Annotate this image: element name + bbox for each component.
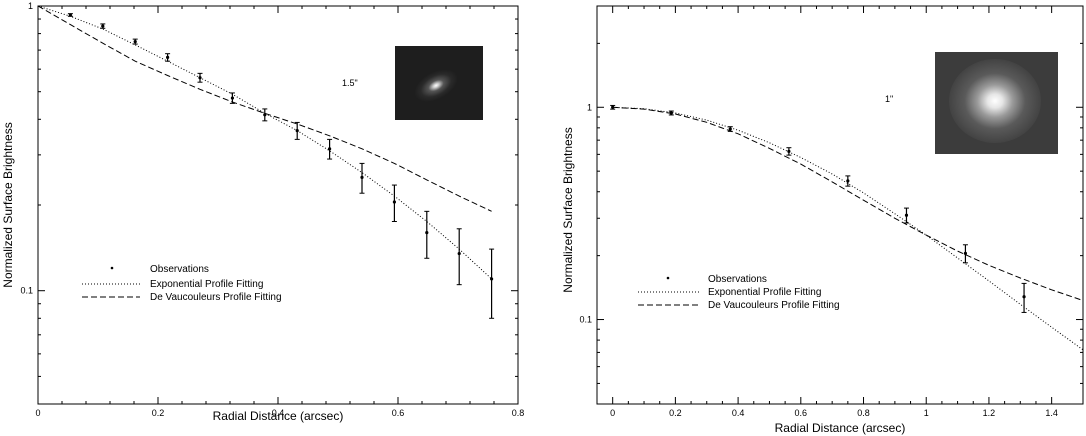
left-chart: 0 0.2 0.4 0.6 0.8 0.11 Radial Distance (arcs… [1,1,524,423]
observation-point [490,277,494,281]
observation-point [425,230,429,235]
x-tick-label: 0 [35,408,40,418]
plot-frame [596,5,1084,405]
observation-point [230,96,234,100]
inset-scale-label: 1.5" [342,78,358,88]
x-tick-label: 0.4 [272,408,285,418]
legend-label: Observations [150,264,209,275]
legend-label: Exponential Profile Fitting [708,287,821,298]
right-chart: 0 0.2 0.4 0.6 0.8 1 1.2 1.4 0.11 Radial Distanc… [561,5,1084,435]
x-tick-label: 0.6 [392,408,405,418]
observation-point [360,175,364,180]
legend: Observations Exponential Profile Fitting… [82,264,282,303]
galaxy-inset-image [935,52,1058,154]
y-axis: 0.11 [579,5,1083,405]
observation-point [1022,295,1026,299]
x-tick-label: 0.8 [512,408,525,418]
observation-point [611,105,615,109]
y-tick-label: 0.1 [579,315,592,325]
x-axis: 0 0.2 0.4 0.6 0.8 [35,6,524,418]
x-tick-label: 0.8 [857,408,870,418]
x-tick-label: 1.4 [1045,408,1058,418]
galaxy-inset-image [395,46,483,120]
exponential-fit-line [37,5,492,280]
observation-point [392,200,396,204]
series-layer [37,5,495,319]
observation-point [328,147,332,151]
x-tick-label: 0.4 [732,408,745,418]
legend-item-observations: Observations [110,264,209,275]
series-layer [610,104,1084,351]
x-tick-label: 0.6 [795,408,808,418]
y-tick-label: 1 [28,1,33,11]
legend-label: Exponential Profile Fitting [150,279,263,290]
x-tick-label: 0.2 [669,408,682,418]
legend: Observations Exponential Profile Fitting… [638,274,840,311]
y-tick-label: 1 [587,102,592,112]
y-axis: 0.11 [20,1,518,405]
x-tick-label: 0 [610,408,615,418]
observation-point [101,24,105,28]
legend-item-observations: Observations [666,274,767,285]
legend-item-exponential: Exponential Profile Fitting [638,287,821,298]
x-tick-label: 1.2 [983,408,996,418]
x-tick-label: 0.2 [152,408,165,418]
legend-label: De Vaucouleurs Profile Fitting [708,300,840,311]
exponential-fit-line [612,106,1084,351]
legend-label: Observations [708,274,767,285]
observation-point [457,251,461,256]
observation-point [846,179,850,183]
legend-label: De Vaucouleurs Profile Fitting [150,292,282,303]
observation-point [787,149,791,153]
y-axis-label: Normalized Surface Brightness [561,127,575,292]
devaucouleurs-fit-line [37,5,492,212]
x-axis-label: Radial Distance (arcsec) [775,421,906,435]
x-axis: 0 0.2 0.4 0.6 0.8 1 1.2 1.4 [610,6,1058,418]
devaucouleurs-fit-line [612,106,1084,301]
legend-item-exponential: Exponential Profile Fitting [82,279,263,290]
x-axis-label: Radial Distance (arcsec) [213,409,344,423]
observation-point [963,251,968,255]
observation-point [133,39,137,44]
observation-point [904,213,909,217]
observation-point [166,55,170,59]
x-tick-label: 1 [924,408,929,418]
inset-scale-label: 1" [885,94,893,104]
legend-item-devaucouleurs: De Vaucouleurs Profile Fitting [82,292,282,303]
y-tick-label: 0.1 [20,286,33,296]
legend-item-devaucouleurs: De Vaucouleurs Profile Fitting [638,300,840,311]
y-axis-label: Normalized Surface Brightness [1,122,15,287]
